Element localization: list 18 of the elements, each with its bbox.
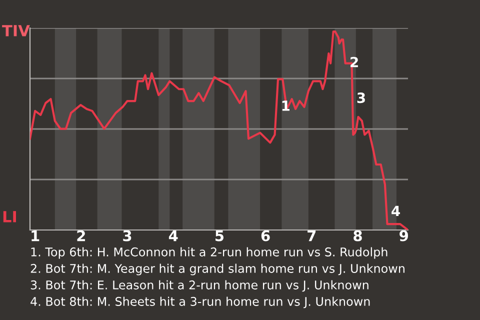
x-tick-label: 6 [261, 230, 270, 242]
annotation: 1 [282, 100, 290, 111]
x-tick-label: 3 [123, 230, 132, 242]
x-tick-label: 1 [32, 230, 40, 242]
text: 4. Bot 8th: M. Sheets hit a 3-run home run vs J. Unknown [30, 296, 370, 308]
text: 1. Top 6th: H. McConnon hit a 2-run home run vs S. Rudolph [31, 247, 388, 259]
text: 2. Bot 7th: M. Yeager hit a grand slam home run vs J. Unknown [30, 264, 404, 276]
text: 3. Bot 7th: E. Leason hit a 2-run home run vs J. Unknown [30, 280, 368, 292]
x-tick-label: 7 [308, 230, 316, 242]
x-tick-label: 8 [354, 230, 362, 242]
x-tick-label: 5 [216, 230, 224, 242]
annotation: 3 [357, 92, 365, 104]
annotation: 4 [392, 206, 400, 216]
x-tick-label: 2 [77, 230, 85, 242]
x-tick-label: 4 [168, 230, 178, 242]
x-tick-label: 9 [400, 230, 408, 242]
text: LI [3, 211, 16, 222]
annotation: 2 [350, 56, 358, 68]
